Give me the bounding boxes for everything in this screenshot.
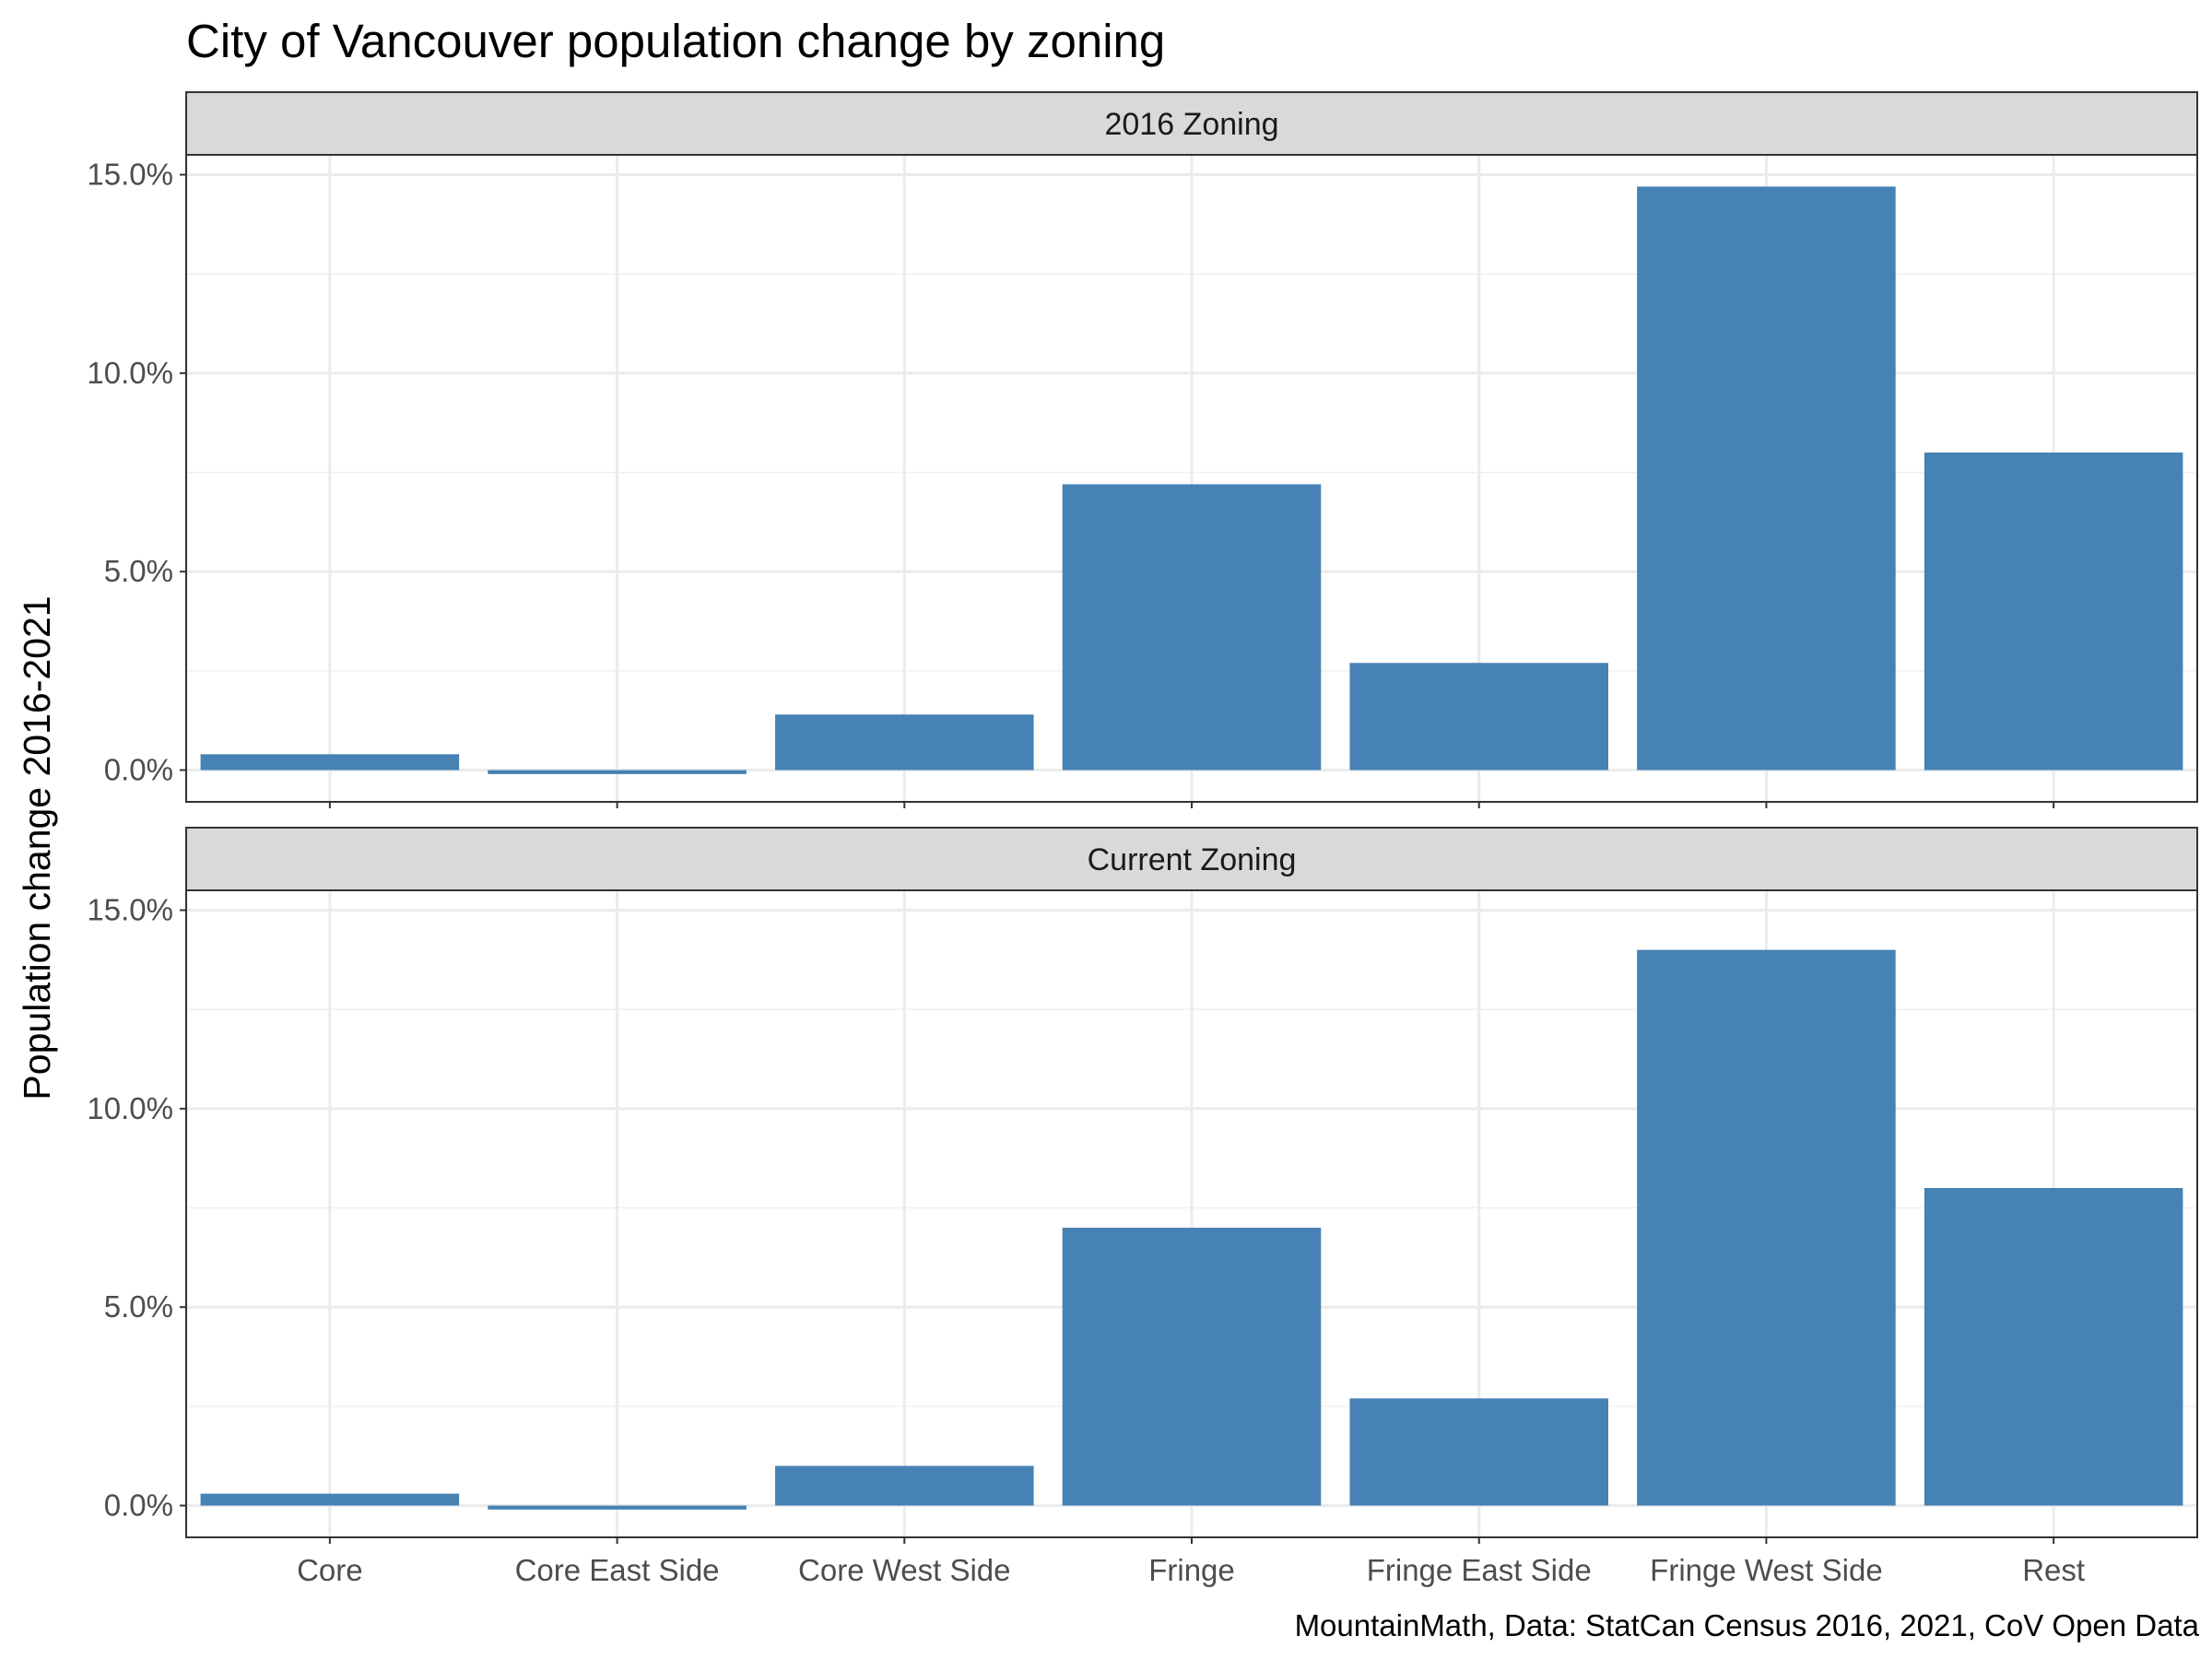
y-tick-label: 15.0% bbox=[87, 893, 173, 927]
bar-core-west-side bbox=[775, 1465, 1034, 1506]
chart-title: City of Vancouver population change by z… bbox=[186, 15, 1165, 67]
bar-core-east-side bbox=[488, 770, 747, 774]
x-tick-label: Core bbox=[297, 1553, 363, 1587]
bar-fringe-east-side bbox=[1349, 663, 1608, 771]
bar-rest bbox=[1924, 1188, 2183, 1506]
y-tick-label: 5.0% bbox=[104, 1289, 173, 1324]
bar-core-west-side bbox=[775, 714, 1034, 771]
facet-panel-2: Current Zoning 0.0% 5.0% 10.0% 15.0% Core Core… bbox=[87, 827, 2198, 1587]
x-tick-label: Fringe West Side bbox=[1650, 1553, 1883, 1587]
facet-strip-label: 2016 Zoning bbox=[1104, 107, 1278, 142]
bar-core-east-side bbox=[488, 1505, 747, 1510]
y-axis-label: Population change 2016-2021 bbox=[16, 595, 58, 1100]
y-tick-label: 0.0% bbox=[104, 1488, 173, 1523]
bar-fringe bbox=[1062, 1228, 1322, 1506]
y-tick-label: 10.0% bbox=[87, 356, 173, 390]
facet-panel-1: 2016 Zoning 0.0% 5.0% 10.0% 15.0% bbox=[87, 91, 2198, 808]
y-tick-label: 0.0% bbox=[104, 753, 173, 787]
x-tick-label: Core East Side bbox=[515, 1553, 720, 1587]
y-tick-label: 15.0% bbox=[87, 158, 173, 192]
chart-caption: MountainMath, Data: StatCan Census 2016,… bbox=[1295, 1608, 2200, 1642]
x-tick-label: Fringe East Side bbox=[1367, 1553, 1592, 1587]
y-tick-label: 5.0% bbox=[104, 554, 173, 588]
x-tick-label: Core West Side bbox=[798, 1553, 1010, 1587]
x-tick-label: Fringe bbox=[1148, 1553, 1235, 1587]
y-tick-label: 10.0% bbox=[87, 1091, 173, 1125]
bar-rest bbox=[1924, 453, 2183, 771]
facet-strip bbox=[185, 91, 2198, 156]
bar-fringe-east-side bbox=[1349, 1398, 1608, 1506]
facet-strip-label: Current Zoning bbox=[1088, 842, 1297, 877]
bar-core bbox=[200, 754, 460, 771]
bar-fringe-west-side bbox=[1637, 949, 1896, 1506]
x-tick-label: Rest bbox=[2022, 1553, 2085, 1587]
bar-fringe-west-side bbox=[1637, 186, 1896, 771]
bar-core bbox=[200, 1493, 460, 1506]
bar-fringe bbox=[1062, 484, 1322, 771]
